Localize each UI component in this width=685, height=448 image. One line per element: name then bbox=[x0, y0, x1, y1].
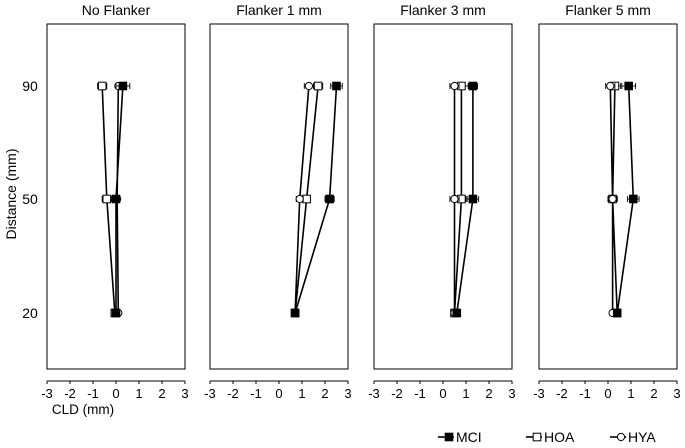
data-point-hya bbox=[295, 194, 304, 204]
x-tick-label: 0 bbox=[439, 386, 446, 401]
data-point-hoa bbox=[102, 194, 112, 204]
data-point-mci bbox=[468, 81, 478, 91]
y-tick-label: 20 bbox=[22, 305, 38, 321]
data-point-mci bbox=[629, 194, 638, 204]
data-point-mci bbox=[612, 308, 622, 318]
data-point-mci bbox=[118, 81, 128, 91]
x-tick-label: 3 bbox=[673, 386, 680, 401]
data-point-hya bbox=[450, 81, 459, 91]
panel-frame bbox=[46, 23, 186, 370]
x-tick-label: -1 bbox=[250, 386, 262, 401]
x-tick-label: -2 bbox=[556, 386, 568, 401]
x-tick-label: 0 bbox=[275, 386, 282, 401]
data-point-hoa bbox=[97, 81, 107, 91]
data-point-hya bbox=[304, 81, 313, 91]
x-tick-label: -3 bbox=[41, 386, 53, 401]
x-axis-label: CLD (mm) bbox=[52, 402, 114, 417]
legend-marker bbox=[444, 432, 454, 442]
legend-marker bbox=[616, 432, 626, 442]
y-tick-label: 50 bbox=[22, 191, 38, 207]
panel-title: Flanker 1 mm bbox=[236, 2, 322, 18]
x-tick-label: -1 bbox=[414, 386, 426, 401]
panel-flanker-5-mm: Flanker 5 mm -3 -2 -1 0 1 2 3 bbox=[533, 2, 680, 401]
legend-marker bbox=[532, 432, 542, 442]
x-tick-label: 3 bbox=[181, 386, 188, 401]
x-tick-label: -3 bbox=[368, 386, 380, 401]
data-point-mci bbox=[624, 81, 634, 91]
panel-frame bbox=[538, 23, 678, 370]
data-point-mci bbox=[111, 308, 121, 318]
data-point-mci bbox=[325, 194, 334, 204]
x-tick-label: -2 bbox=[391, 386, 403, 401]
data-point-mci bbox=[111, 194, 121, 204]
legend-item-hya: HYA bbox=[610, 429, 656, 445]
panel-title: Flanker 5 mm bbox=[565, 2, 651, 18]
legend-label: HOA bbox=[544, 429, 575, 445]
data-point-mci bbox=[452, 308, 462, 318]
panel-no-flanker: No Flanker -3 -2 -1 0 1 2 3 bbox=[41, 2, 188, 401]
x-tick-label: -2 bbox=[227, 386, 239, 401]
panel-title: Flanker 3 mm bbox=[400, 2, 486, 18]
panel-title: No Flanker bbox=[82, 2, 151, 18]
data-point-mci bbox=[332, 81, 341, 91]
legend-label: MCI bbox=[456, 429, 482, 445]
data-point-hoa bbox=[313, 81, 323, 91]
x-tick-label: 1 bbox=[135, 386, 142, 401]
panel-flanker-1-mm: Flanker 1 mm -3 -2 -1 0 1 2 3 bbox=[204, 2, 351, 401]
y-tick-label: 90 bbox=[22, 78, 38, 94]
legend: MCI HOA HYA bbox=[438, 429, 656, 445]
panels-group: No Flanker -3 -2 -1 0 1 2 3 Flanker 1 mm -3 -2 -1 0 1… bbox=[22, 2, 680, 401]
x-tick-label: 2 bbox=[158, 386, 165, 401]
data-point-hya bbox=[608, 194, 617, 204]
x-tick-label: -3 bbox=[204, 386, 216, 401]
data-point-mci bbox=[468, 194, 478, 204]
x-tick-label: 1 bbox=[298, 386, 305, 401]
x-tick-label: 2 bbox=[485, 386, 492, 401]
legend-label: HYA bbox=[628, 429, 656, 445]
x-tick-label: -1 bbox=[579, 386, 591, 401]
x-tick-label: -1 bbox=[87, 386, 99, 401]
panel-frame bbox=[209, 23, 349, 370]
x-tick-label: 3 bbox=[344, 386, 351, 401]
x-tick-label: 0 bbox=[112, 386, 119, 401]
x-tick-label: 0 bbox=[604, 386, 611, 401]
x-tick-label: -2 bbox=[64, 386, 76, 401]
x-tick-label: 1 bbox=[627, 386, 634, 401]
x-tick-label: -3 bbox=[533, 386, 545, 401]
data-point-hya bbox=[450, 194, 459, 204]
x-tick-label: 2 bbox=[650, 386, 657, 401]
x-tick-label: 1 bbox=[462, 386, 469, 401]
x-tick-label: 3 bbox=[508, 386, 515, 401]
legend-item-mci: MCI bbox=[438, 429, 482, 445]
data-point-hoa bbox=[302, 194, 311, 204]
legend-item-hoa: HOA bbox=[526, 429, 575, 445]
data-point-hya bbox=[606, 81, 615, 91]
panel-frame bbox=[373, 23, 513, 370]
x-tick-label: 2 bbox=[321, 386, 328, 401]
data-point-mci bbox=[290, 308, 300, 318]
panel-flanker-3-mm: Flanker 3 mm -3 -2 -1 0 1 2 3 bbox=[368, 2, 515, 401]
y-axis-label: Distance (mm) bbox=[3, 148, 19, 239]
